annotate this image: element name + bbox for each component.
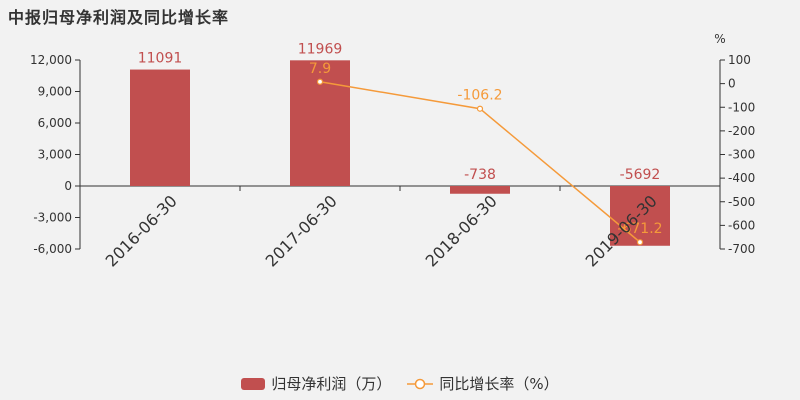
y-right-tick-label: -200: [728, 124, 755, 138]
y-left-tick-label: 6,000: [38, 116, 72, 130]
y-right-tick-label: -600: [728, 218, 755, 232]
bar: [610, 186, 670, 246]
bar-value-label: 11091: [138, 51, 183, 67]
y-right-tick-label: 0: [728, 77, 736, 91]
legend-item-bar[interactable]: 归母净利润（万）: [241, 373, 391, 394]
chart-title: 中报归母净利润及同比增长率: [8, 8, 230, 27]
line-value-label: 7.9: [309, 61, 331, 77]
bar: [130, 69, 190, 186]
y-left-tick-label: -3,000: [33, 211, 72, 225]
x-category-label: 2016-06-30: [102, 191, 181, 270]
legend-line-label: 同比增长率（%）: [439, 375, 559, 393]
y-left-tick-label: 9,000: [38, 85, 72, 99]
y-left-tick-label: -6,000: [33, 242, 72, 256]
legend-bar-swatch-icon: [241, 377, 266, 390]
line-value-label: -106.2: [457, 88, 502, 104]
y-right-tick-label: 100: [728, 53, 751, 67]
bar: [450, 186, 510, 194]
y-right-tick-label: -100: [728, 100, 755, 114]
y-right-unit-label: %: [714, 32, 725, 46]
y-left-tick-label: 3,000: [38, 148, 72, 162]
chart-legend[interactable]: 归母净利润（万） 同比增长率（%）: [0, 373, 800, 394]
y-right-tick-label: -400: [728, 171, 755, 185]
bar-value-label: -738: [464, 167, 496, 183]
line-point: [316, 78, 324, 85]
line-point: [476, 105, 484, 112]
legend-item-line[interactable]: 同比增长率（%）: [407, 373, 559, 394]
y-right-tick-label: -700: [728, 242, 755, 256]
legend-bar-label: 归母净利润（万）: [271, 375, 392, 393]
line-value-label: -671.2: [617, 221, 662, 237]
legend-line-swatch-icon: [407, 378, 434, 389]
y-right-tick-label: -300: [728, 148, 755, 162]
y-left-tick-label: 12,000: [30, 53, 72, 67]
y-left-tick-label: 0: [64, 179, 72, 193]
line-point: [636, 239, 644, 246]
y-right-tick-label: -500: [728, 195, 755, 209]
bar-value-label: 11969: [298, 41, 343, 57]
x-category-label: 2018-06-30: [422, 191, 501, 270]
x-category-label: 2017-06-30: [262, 191, 341, 270]
bar-value-label: -5692: [620, 167, 661, 183]
